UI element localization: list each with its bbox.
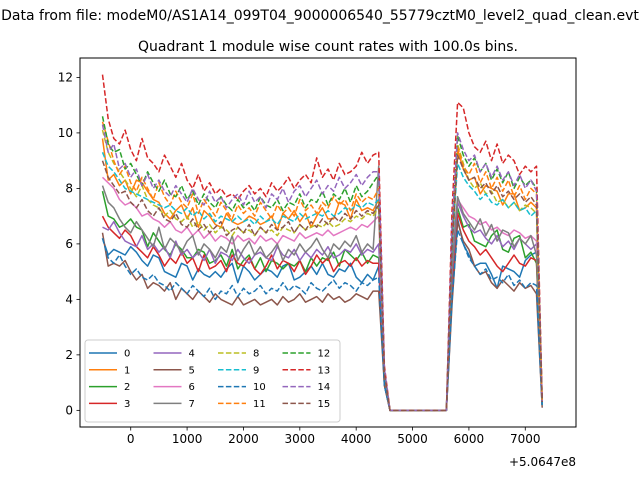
x-tick-label: 2000 (228, 432, 259, 446)
series-line-12 (101, 116, 543, 412)
series-line-11 (101, 121, 543, 412)
legend-label-12: 12 (318, 349, 331, 360)
legend-label-6: 6 (189, 382, 195, 393)
series-line-5 (101, 220, 543, 412)
series-layer (101, 74, 543, 412)
series-line-7 (101, 165, 543, 412)
x-tick-label: 3000 (285, 432, 316, 446)
legend-label-7: 7 (189, 399, 195, 410)
legend-label-15: 15 (318, 399, 331, 410)
legend-label-2: 2 (124, 382, 130, 393)
x-axis: 0 1000 2000 3000 4000 5000 6000 7000 (127, 427, 541, 446)
x-tick-label: 5000 (397, 432, 428, 446)
x-tick-label: 6000 (454, 432, 485, 446)
figure-suptitle: Data from file: modeM0/AS1A14_099T04_900… (1, 8, 639, 24)
legend-label-13: 13 (318, 365, 331, 376)
series-line-14 (101, 124, 543, 412)
y-tick-label: 6 (65, 237, 73, 251)
legend-label-1: 1 (124, 365, 130, 376)
y-tick-label: 10 (58, 126, 73, 140)
legend-label-10: 10 (253, 382, 266, 393)
series-line-15 (101, 154, 543, 412)
x-offset-label: +5.0647e8 (509, 455, 576, 469)
series-line-6 (101, 176, 543, 412)
x-tick-label: 0 (127, 432, 135, 446)
series-line-13 (101, 74, 543, 412)
y-tick-label: 4 (65, 292, 73, 306)
series-line-4 (102, 201, 543, 412)
x-tick-label: 1000 (172, 432, 203, 446)
legend-label-5: 5 (189, 365, 195, 376)
series-line-10 (101, 229, 543, 412)
y-tick-label: 8 (65, 181, 73, 195)
y-tick-label: 0 (65, 403, 73, 417)
legend-label-11: 11 (253, 399, 266, 410)
legend-label-14: 14 (318, 382, 331, 393)
series-line-9 (101, 152, 543, 412)
y-axis: 0 2 4 6 8 10 12 (58, 70, 80, 417)
y-tick-label: 12 (58, 70, 73, 84)
x-tick-label: 4000 (341, 432, 372, 446)
chart-title: Quadrant 1 module wise count rates with … (138, 39, 518, 55)
legend-label-9: 9 (253, 365, 259, 376)
legend-label-3: 3 (124, 399, 130, 410)
x-tick-label: 7000 (510, 432, 541, 446)
series-line-3 (101, 212, 543, 412)
plot-frame (79, 57, 577, 428)
legend-box (84, 339, 341, 423)
y-tick-label: 2 (65, 348, 73, 362)
legend-label-0: 0 (124, 349, 130, 360)
legend-label-8: 8 (253, 349, 259, 360)
legend-label-4: 4 (189, 349, 195, 360)
